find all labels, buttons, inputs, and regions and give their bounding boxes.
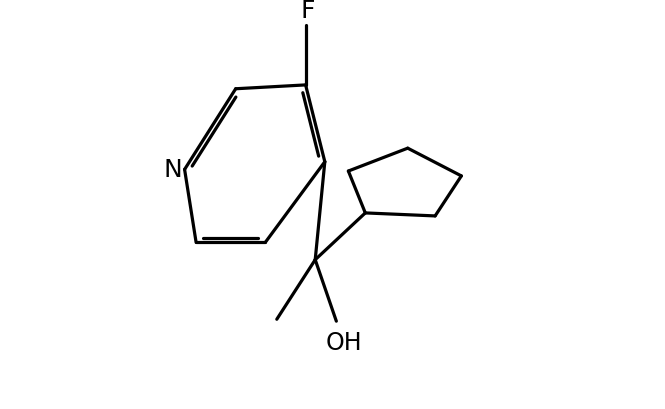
Text: F: F	[301, 0, 315, 23]
Text: OH: OH	[326, 330, 362, 355]
Text: N: N	[164, 158, 182, 182]
